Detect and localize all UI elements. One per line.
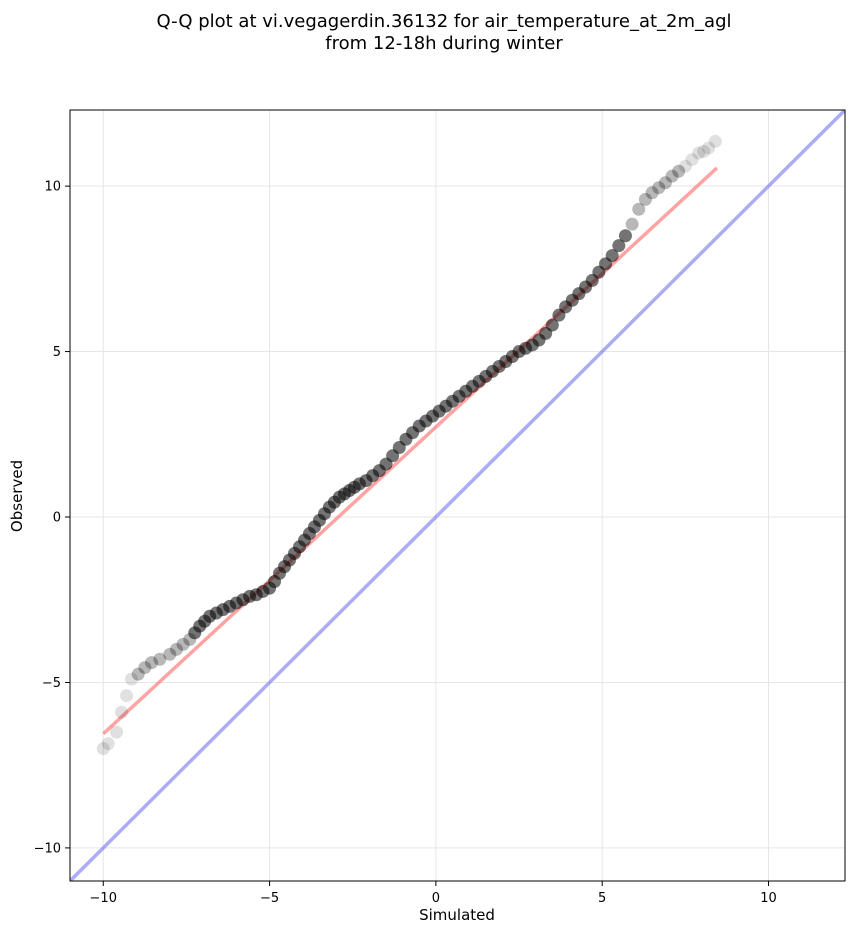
chart-title-line-2: from 12-18h during winter (325, 33, 563, 54)
chart-title-line-1: Q-Q plot at vi.vegagerdin.36132 for air_… (157, 11, 732, 32)
x-axis-ticks: −10 −5 0 5 10 (90, 881, 777, 906)
x-tick-label: −5 (260, 891, 279, 906)
quantile-point (169, 642, 183, 656)
quantile-point (153, 652, 167, 666)
quantile-point (618, 229, 632, 243)
quantile-point (545, 318, 559, 332)
quantile-point (120, 689, 134, 703)
plot-frame (69, 109, 846, 882)
reference-lines (70, 110, 845, 881)
quantile-point (672, 164, 686, 178)
x-axis-label: Simulated (419, 906, 495, 924)
quantile-point (125, 672, 139, 686)
quantile-point (702, 141, 716, 155)
quantile-point (110, 725, 124, 739)
x-tick-label: 5 (598, 891, 606, 906)
quantile-point (645, 186, 659, 200)
fit-line (102, 166, 719, 736)
y-tick-label: 5 (53, 345, 61, 360)
x-tick-label: 10 (760, 891, 777, 906)
quantile-point (665, 169, 679, 183)
y-axis-ticks: −10 −5 0 5 10 (34, 180, 70, 856)
quantile-points (96, 134, 722, 756)
quantile-point (638, 192, 652, 206)
quantile-point (692, 146, 706, 160)
quantile-point (678, 159, 692, 173)
identity-line (70, 110, 845, 881)
quantile-point (652, 181, 666, 195)
quantile-point (96, 742, 110, 756)
quantile-point (176, 637, 190, 651)
y-tick-label: −5 (42, 676, 61, 691)
quantile-point (163, 647, 177, 661)
x-tick-label: −10 (90, 891, 117, 906)
y-axis-label: Observed (8, 460, 26, 532)
quantile-point (101, 737, 115, 751)
quantile-point (658, 176, 672, 190)
x-tick-label: 0 (432, 891, 440, 906)
quantile-point (144, 656, 158, 670)
y-tick-label: 10 (44, 180, 61, 195)
quantile-point (612, 239, 626, 253)
y-tick-label: 0 (53, 511, 61, 526)
quantile-point (708, 134, 722, 148)
quantile-point (697, 144, 711, 158)
quantile-point (625, 217, 639, 231)
chart-title: Q-Q plot at vi.vegagerdin.36132 for air_… (157, 11, 732, 54)
quantile-point (131, 667, 145, 681)
quantile-point (685, 153, 699, 167)
quantile-point (605, 249, 619, 263)
quantile-point (632, 202, 646, 216)
quantile-point (138, 661, 152, 675)
y-tick-label: −10 (34, 841, 61, 856)
grid-lines (70, 110, 845, 881)
quantile-point (115, 705, 129, 719)
